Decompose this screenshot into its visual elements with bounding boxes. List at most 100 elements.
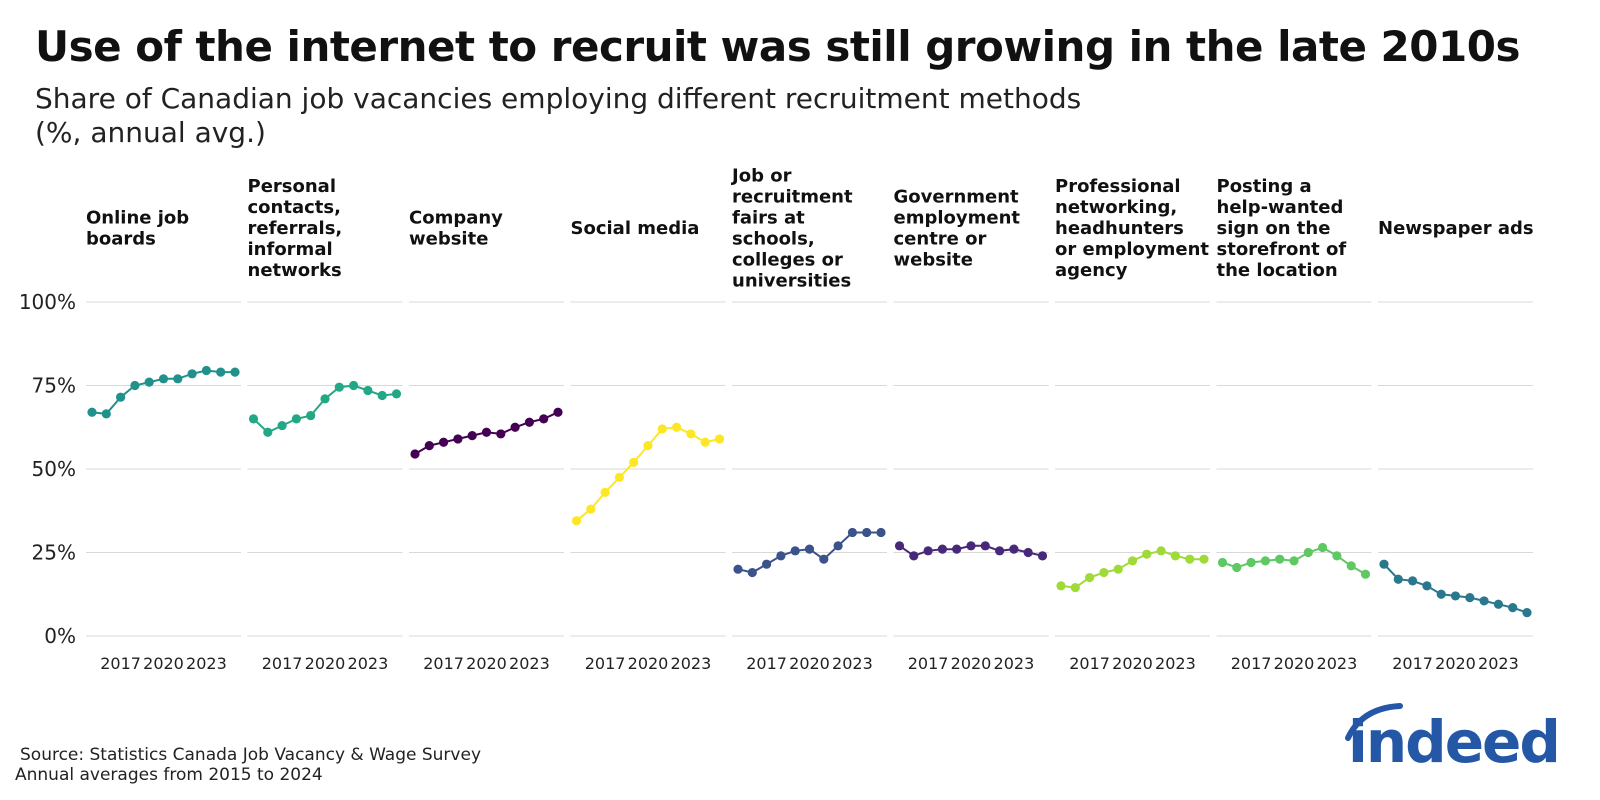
data-point <box>629 457 639 467</box>
panel-title-line: Social media <box>571 218 700 239</box>
panel-title: Newspaper ads <box>1378 218 1534 239</box>
panel-title-line: Job or <box>730 166 792 187</box>
x-tick-label: 2023 <box>186 654 227 673</box>
panel-title-line: Company <box>409 208 503 229</box>
panel-title-line: informal <box>248 239 333 260</box>
data-point <box>539 414 549 424</box>
data-point <box>187 369 197 379</box>
data-point <box>980 541 990 551</box>
x-tick-label: 2020 <box>628 654 669 673</box>
data-point <box>158 374 169 384</box>
data-point <box>776 551 786 561</box>
panel-title: Job or recruitment fairs at schools, college… <box>730 166 853 292</box>
data-point <box>762 559 772 569</box>
data-point <box>995 546 1005 556</box>
panel-title-line: Posting a <box>1217 176 1312 197</box>
x-tick-label: 2017 <box>585 654 626 673</box>
panel: Personal contacts, referrals, informal netwo… <box>247 176 403 673</box>
data-point <box>1275 554 1285 564</box>
subtitle-line-1: Share of Canadian job vacancies employin… <box>35 82 1082 115</box>
data-point <box>923 546 933 556</box>
panel-title-line: Personal <box>248 176 337 197</box>
x-tick-label: 2023 <box>509 654 550 673</box>
data-point <box>909 551 919 561</box>
panel-title: Personal contacts, referrals, informal netwo… <box>248 176 343 281</box>
panel-title: Professional networking, headhunters or emp… <box>1055 176 1209 281</box>
y-tick-label: 0% <box>44 624 76 648</box>
panel: Company website 2017 2020 2023 <box>409 208 564 673</box>
data-point <box>334 382 344 392</box>
data-point <box>144 377 154 387</box>
x-tick-label: 2017 <box>1231 654 1272 673</box>
panel: Newspaper ads 2017 2020 2023 <box>1378 218 1534 673</box>
data-point <box>424 441 434 451</box>
panel-title-line: website <box>409 229 488 250</box>
data-point <box>377 390 387 401</box>
data-point <box>571 516 582 526</box>
data-point <box>306 410 316 421</box>
panel: Government employment centre or website 2017… <box>893 187 1049 673</box>
x-tick-label: 2023 <box>348 654 389 673</box>
x-tick-label: 2020 <box>305 654 346 673</box>
data-point <box>1260 556 1270 566</box>
data-point <box>1232 562 1242 573</box>
x-tick-label: 2017 <box>1069 654 1110 673</box>
data-point <box>1127 556 1138 566</box>
indeed-logo: indeed <box>1340 700 1561 790</box>
y-tick-label: 50% <box>32 457 76 481</box>
x-tick-label: 2017 <box>746 654 787 673</box>
y-axis: 0% 25% 50% 75% 100% <box>19 290 76 648</box>
series-line <box>252 384 397 434</box>
x-tick-label: 2017 <box>100 654 141 673</box>
data-point <box>1156 546 1166 556</box>
data-point <box>790 546 800 556</box>
series-line <box>1383 563 1528 614</box>
data-point <box>804 544 815 554</box>
panel-title-line: fairs at <box>732 208 805 229</box>
data-point <box>173 374 183 384</box>
data-point <box>263 427 273 437</box>
data-point <box>600 487 610 497</box>
x-tick-label: 2017 <box>908 654 949 673</box>
panel-title-line: Online job <box>86 208 189 229</box>
data-point <box>467 431 477 441</box>
panel-title-line: help-wanted <box>1217 197 1344 218</box>
data-point <box>747 567 757 578</box>
data-point <box>291 414 301 424</box>
panel-title-line: colleges or <box>732 250 843 271</box>
data-point <box>248 414 259 424</box>
data-point <box>586 504 596 514</box>
x-tick-label: 2020 <box>143 654 184 673</box>
x-tick-label: 2023 <box>1155 654 1196 673</box>
panel-title: Online job boards <box>86 208 189 250</box>
data-point <box>1037 551 1048 561</box>
data-point <box>1346 561 1356 571</box>
data-point <box>101 409 111 419</box>
data-point <box>1185 554 1195 564</box>
x-tick-label: 2023 <box>1478 654 1519 673</box>
data-point <box>1070 582 1080 593</box>
data-point <box>1465 592 1475 603</box>
x-tick-label: 2020 <box>1274 654 1315 673</box>
data-point <box>1056 581 1066 591</box>
panel-title-line: networks <box>248 260 342 281</box>
panel-title-line: the location <box>1217 260 1338 281</box>
y-tick-label: 25% <box>32 541 76 565</box>
panel-title-line: boards <box>86 229 156 250</box>
data-point <box>1289 556 1299 566</box>
data-point <box>1318 542 1328 553</box>
data-point <box>439 437 449 447</box>
data-point <box>1508 603 1518 613</box>
panel-title: Social media <box>571 218 700 239</box>
data-point <box>1379 559 1389 569</box>
data-point <box>1199 554 1209 564</box>
data-point <box>553 407 563 417</box>
panel-title-line: storefront of <box>1217 239 1347 260</box>
x-tick-label: 2020 <box>951 654 992 673</box>
data-point <box>349 380 359 391</box>
x-tick-label: 2023 <box>1317 654 1358 673</box>
panel-title-line: Government <box>894 187 1020 208</box>
data-point <box>277 420 287 431</box>
